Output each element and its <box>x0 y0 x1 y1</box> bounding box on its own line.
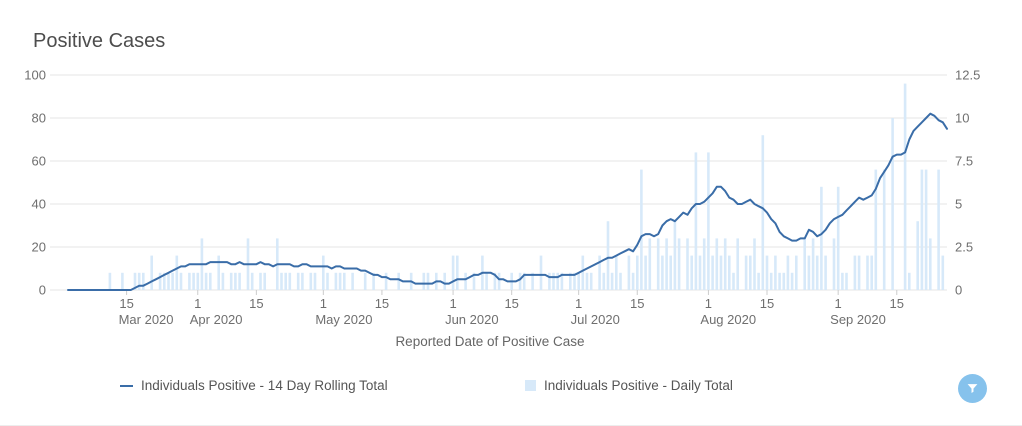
rolling-total-line <box>67 112 948 291</box>
chart-title: Positive Cases <box>33 30 166 52</box>
filter-button[interactable] <box>958 374 987 403</box>
legend-label: Individuals Positive - Daily Total <box>544 378 733 393</box>
y-axis-right-tick-label: 5 <box>955 196 963 212</box>
line-series-marker-icon <box>120 384 133 387</box>
y-axis-right-tick-label: 2.5 <box>955 239 974 255</box>
daily-total-bars <box>108 83 945 290</box>
x-axis-title: Reported Date of Positive Case <box>395 334 585 349</box>
x-axis-month-label: Jul 2020 <box>570 312 620 327</box>
gridlines <box>50 74 947 291</box>
y-axis-left-tick-label: 40 <box>31 196 46 212</box>
plot-area <box>50 74 948 295</box>
x-axis-tick-label: 1 <box>704 296 713 311</box>
funnel-icon <box>967 384 978 394</box>
y-axis-left-tick-label: 0 <box>38 282 46 298</box>
y-axis-left-tick-label: 100 <box>24 67 46 83</box>
x-axis-tick-label: 15 <box>374 296 390 311</box>
x-axis-month-label: Aug 2020 <box>700 312 757 327</box>
x-axis-tick-label: 15 <box>889 296 904 311</box>
x-axis-tick-label: 1 <box>834 296 842 311</box>
legend-item-daily-total[interactable]: Individuals Positive - Daily Total <box>525 378 733 393</box>
x-axis-tick-label: 1 <box>194 296 202 311</box>
x-axis-tick-label: 1 <box>575 296 583 311</box>
y-axis-right-tick-label: 10 <box>955 110 970 126</box>
x-axis-tick-label: 1 <box>449 296 457 311</box>
y-axis-left-tick-label: 60 <box>31 153 46 169</box>
axis-tick-marks <box>126 290 898 295</box>
x-axis-tick-label: 1 <box>319 296 327 311</box>
x-axis-month-label: Sep 2020 <box>830 312 886 327</box>
y-axis-left-tick-label: 20 <box>31 239 46 255</box>
x-axis-month-label: Mar 2020 <box>118 312 174 327</box>
legend-item-rolling-total[interactable]: Individuals Positive - 14 Day Rolling To… <box>120 378 388 393</box>
x-axis-month-label: May 2020 <box>315 312 373 327</box>
legend-label: Individuals Positive - 14 Day Rolling To… <box>141 378 388 393</box>
x-axis-tick-label: 15 <box>759 296 775 311</box>
y-axis-right-tick-label: 12.5 <box>955 67 981 83</box>
y-axis-right-tick-label: 0 <box>955 282 963 298</box>
y-axis-right-tick-label: 7.5 <box>955 153 974 169</box>
y-axis-left-tick-label: 80 <box>31 110 46 126</box>
x-axis-tick-label: 15 <box>249 296 264 311</box>
x-axis-month-label: Apr 2020 <box>189 312 243 327</box>
x-axis-tick-label: 15 <box>504 296 519 311</box>
bar-series-marker-icon <box>525 380 536 391</box>
x-axis-tick-label: 15 <box>119 296 134 311</box>
x-axis-month-label: Jun 2020 <box>445 312 499 327</box>
x-axis-tick-label: 15 <box>630 296 645 311</box>
